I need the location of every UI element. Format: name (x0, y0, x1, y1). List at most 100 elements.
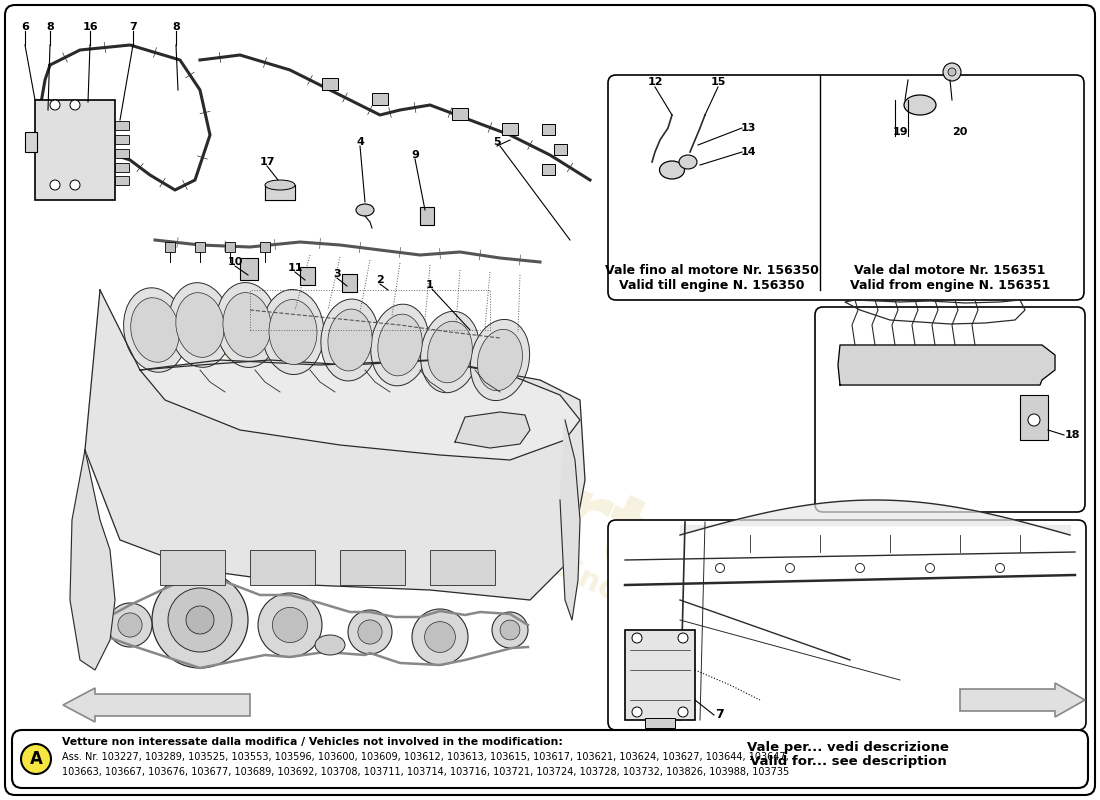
Circle shape (21, 744, 51, 774)
Ellipse shape (265, 180, 295, 190)
Circle shape (273, 607, 308, 642)
Circle shape (715, 563, 725, 573)
Text: 9: 9 (411, 150, 419, 160)
Text: 7: 7 (129, 22, 136, 32)
Bar (250, 550, 315, 585)
Bar (116, 149, 129, 158)
Bar (300, 267, 315, 285)
Bar (1020, 395, 1048, 440)
Bar (226, 242, 235, 252)
Polygon shape (85, 290, 585, 600)
Ellipse shape (262, 290, 324, 374)
Text: 19: 19 (892, 127, 907, 137)
Bar (430, 550, 495, 585)
Text: Valid from engine N. 156351: Valid from engine N. 156351 (850, 278, 1050, 291)
Text: 3: 3 (333, 269, 341, 279)
Bar (342, 274, 358, 292)
Text: 10: 10 (228, 257, 243, 267)
Text: 16: 16 (82, 22, 98, 32)
Text: 4: 4 (356, 137, 364, 147)
Text: passionate about cars since 1985: passionate about cars since 1985 (194, 386, 727, 654)
Circle shape (925, 563, 935, 573)
Ellipse shape (131, 298, 179, 362)
Circle shape (632, 633, 642, 643)
Text: 1: 1 (426, 280, 433, 290)
Ellipse shape (328, 309, 372, 371)
Text: Valid for... see description: Valid for... see description (749, 755, 946, 769)
Text: 18: 18 (1065, 430, 1080, 440)
Text: 20: 20 (953, 127, 968, 137)
Bar (420, 207, 434, 225)
Bar (542, 164, 556, 175)
Polygon shape (560, 420, 580, 620)
Ellipse shape (371, 304, 429, 386)
Text: 17: 17 (260, 157, 275, 167)
Ellipse shape (321, 299, 380, 381)
FancyBboxPatch shape (608, 75, 1084, 300)
Polygon shape (70, 450, 116, 670)
FancyBboxPatch shape (608, 520, 1086, 730)
Text: Valid till engine N. 156350: Valid till engine N. 156350 (619, 278, 805, 291)
Ellipse shape (168, 282, 231, 367)
Bar (116, 135, 129, 144)
Bar (452, 108, 468, 120)
Bar (165, 242, 175, 252)
Bar (116, 163, 129, 172)
Bar (240, 258, 258, 280)
Circle shape (996, 563, 1004, 573)
Text: Vale fino al motore Nr. 156350: Vale fino al motore Nr. 156350 (605, 263, 818, 277)
Text: 12: 12 (647, 77, 662, 87)
Bar (625, 630, 695, 720)
Text: 2: 2 (376, 275, 384, 285)
Bar (372, 93, 388, 105)
Circle shape (50, 180, 60, 190)
Text: 11: 11 (287, 263, 303, 273)
Ellipse shape (477, 330, 522, 390)
Ellipse shape (223, 293, 271, 358)
Bar (554, 144, 566, 155)
Bar (260, 242, 270, 252)
Bar (195, 242, 205, 252)
Circle shape (152, 572, 248, 668)
Circle shape (412, 609, 468, 665)
Ellipse shape (471, 319, 529, 401)
Bar (645, 718, 675, 728)
Ellipse shape (123, 288, 186, 372)
Text: 13: 13 (740, 123, 756, 133)
Circle shape (348, 610, 392, 654)
Circle shape (948, 68, 956, 76)
Ellipse shape (315, 635, 345, 655)
Circle shape (425, 622, 455, 653)
Circle shape (108, 603, 152, 647)
Text: Vale dal motore Nr. 156351: Vale dal motore Nr. 156351 (855, 263, 1046, 277)
Ellipse shape (428, 322, 472, 382)
Text: 7: 7 (716, 709, 725, 722)
Polygon shape (838, 345, 1055, 385)
Circle shape (168, 588, 232, 652)
Circle shape (678, 633, 688, 643)
Text: Vale per... vedi descrizione: Vale per... vedi descrizione (747, 741, 949, 754)
Bar (542, 124, 556, 135)
Text: 103663, 103667, 103676, 103677, 103689, 103692, 103708, 103711, 103714, 103716, : 103663, 103667, 103676, 103677, 103689, … (62, 767, 790, 777)
Circle shape (632, 707, 642, 717)
Ellipse shape (356, 204, 374, 216)
FancyArrow shape (63, 688, 250, 722)
Ellipse shape (176, 293, 224, 358)
Ellipse shape (660, 161, 684, 179)
Bar (322, 78, 338, 90)
Text: 8: 8 (172, 22, 180, 32)
Bar (340, 550, 405, 585)
Bar (116, 176, 129, 185)
FancyArrow shape (960, 683, 1085, 717)
Text: europarts: europarts (179, 299, 720, 621)
Text: Ass. Nr. 103227, 103289, 103525, 103553, 103596, 103600, 103609, 103612, 103613,: Ass. Nr. 103227, 103289, 103525, 103553,… (62, 752, 789, 762)
Circle shape (500, 620, 520, 640)
Ellipse shape (377, 314, 422, 376)
Ellipse shape (216, 282, 278, 367)
Circle shape (943, 63, 961, 81)
Bar (25, 132, 37, 152)
Polygon shape (265, 185, 295, 200)
Text: 8: 8 (46, 22, 54, 32)
Text: 15: 15 (711, 77, 726, 87)
Circle shape (70, 180, 80, 190)
